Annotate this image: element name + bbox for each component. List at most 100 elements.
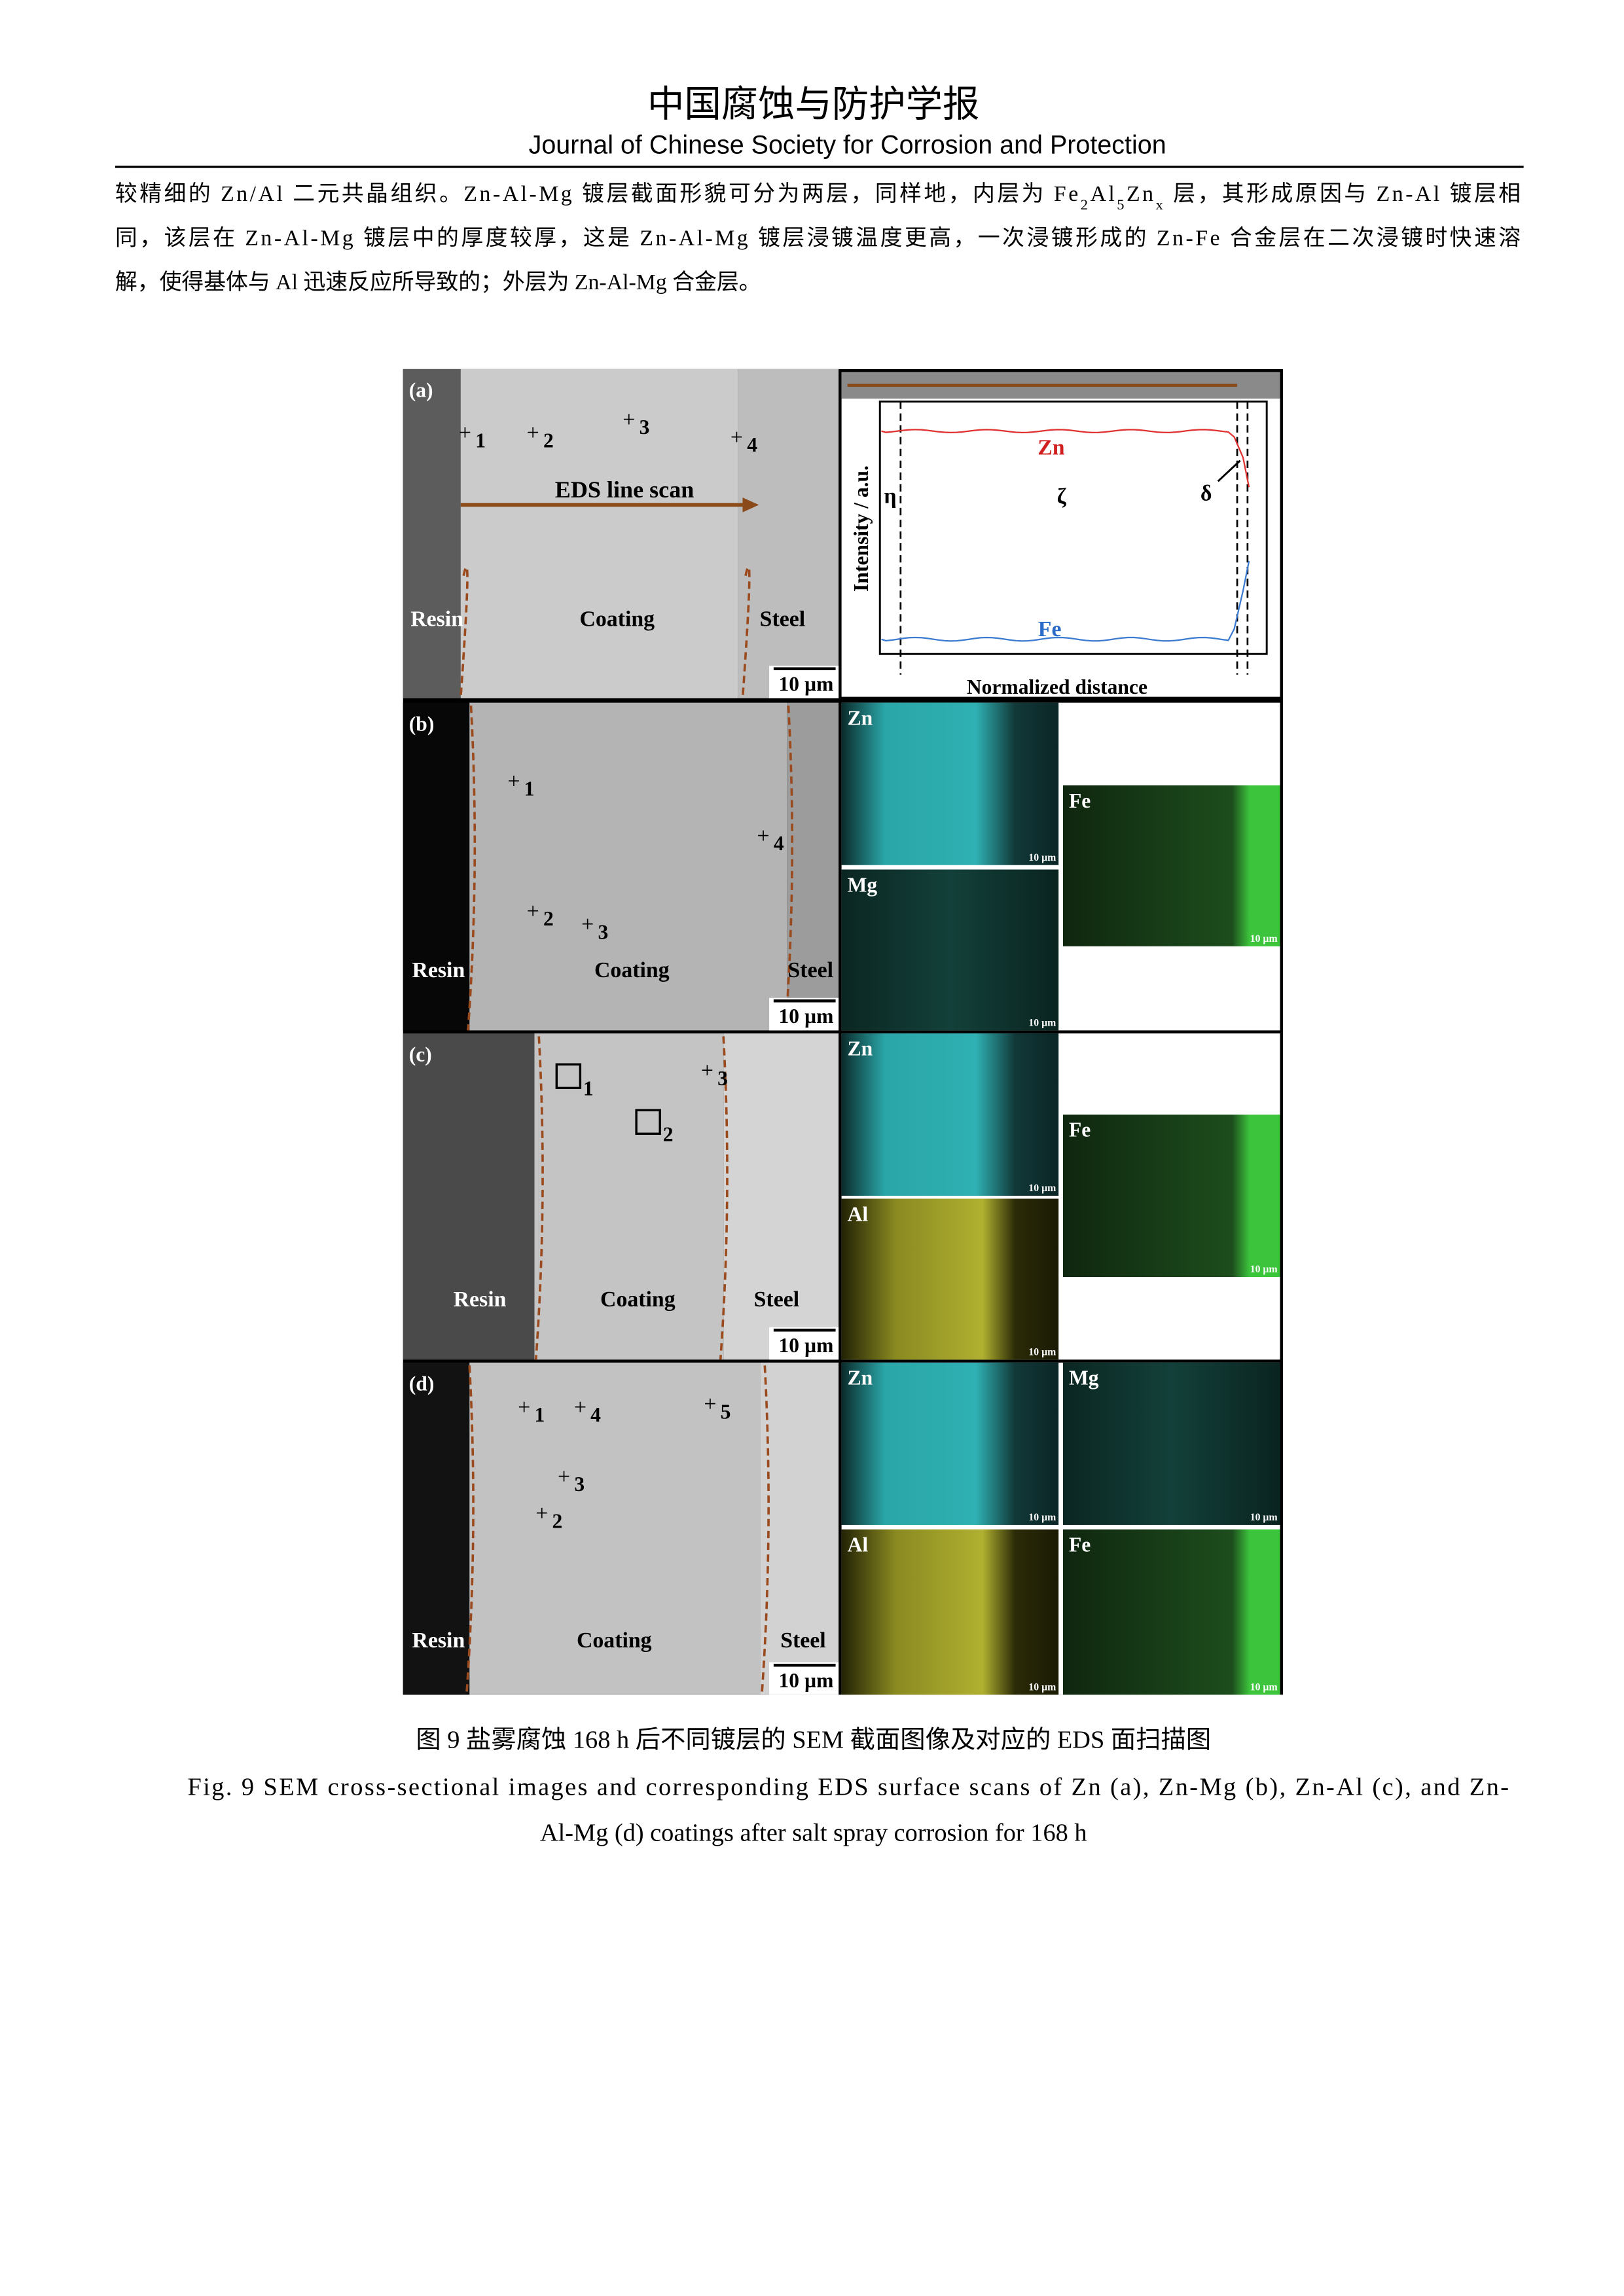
x-axis-label: Normalized distance	[967, 675, 1147, 698]
map-element: Zn	[848, 706, 873, 729]
scale-bar-label: 10 µm	[779, 1005, 834, 1028]
scale-bar-bg	[769, 997, 839, 1031]
point-marker: +	[757, 824, 770, 848]
sem-region	[738, 368, 839, 698]
region-label: Resin	[454, 1287, 507, 1312]
point-label: 1	[524, 778, 535, 800]
point-marker: +	[527, 421, 539, 445]
sem-region	[469, 1362, 761, 1695]
map-element: Fe	[1069, 789, 1091, 812]
eds-map	[841, 1198, 1059, 1360]
region-label: Steel	[780, 1628, 826, 1653]
panel: (c) 1 2 + 3 Resin Coating Steel 10 µm Zn 10 µm Al 10…	[403, 1033, 1280, 1360]
point-marker: +	[581, 912, 594, 937]
region-label: Coating	[600, 1287, 676, 1312]
map-scale-label: 10 µm	[1028, 1183, 1056, 1194]
point-label: 3	[717, 1067, 728, 1090]
region-label: Steel	[754, 1287, 800, 1312]
map-scale-label: 10 µm	[1028, 1347, 1056, 1358]
panel-label: (d)	[409, 1372, 435, 1395]
curve-label: Zn	[1038, 436, 1065, 460]
interface-line	[741, 566, 751, 699]
region-label: Resin	[410, 607, 463, 631]
region-label: Resin	[412, 958, 465, 982]
map-scale-label: 10 µm	[1028, 852, 1056, 863]
text-run: 解，使得基体与 Al 迅速反应所导致的；外层为 Zn-Al-Mg 合金层。	[115, 270, 761, 295]
zone-label: ζ	[1057, 484, 1067, 509]
point-label: 1	[475, 429, 486, 452]
body-line: 同，该层在 Zn-Al-Mg 镀层中的厚度较厚，这是 Zn-Al-Mg 镀层浸镀…	[115, 225, 1521, 250]
panel-label: (b)	[409, 712, 435, 735]
text-run: 同，该层在 Zn-Al-Mg 镀层中的厚度较厚，这是 Zn-Al-Mg 镀层浸镀…	[115, 225, 1521, 250]
text-run: Zn	[1127, 182, 1153, 206]
point-label: 2	[663, 1123, 674, 1146]
subscript: 5	[1117, 196, 1124, 212]
eds-map	[1062, 785, 1280, 946]
scale-bar-label: 10 µm	[779, 1334, 834, 1357]
map-element: Mg	[848, 873, 878, 896]
plot-bg	[841, 372, 1280, 697]
interface-line	[465, 1365, 475, 1695]
interface-line	[761, 1365, 770, 1695]
subscript: 2	[1081, 196, 1088, 212]
zone-label: η	[884, 484, 896, 509]
point-label: 3	[574, 1473, 585, 1496]
panel-label: (c)	[409, 1043, 432, 1066]
caption-cn: 图 9 盐雾腐蚀 168 h 后不同镀层的 SEM 截面图像及对应的 EDS 面…	[416, 1726, 1211, 1754]
sem-region	[403, 1362, 470, 1695]
caption-en-line: Fig. 9 SEM cross-sectional images and co…	[187, 1774, 1509, 1801]
sem-region	[460, 368, 738, 698]
eds-map	[841, 869, 1059, 1031]
zn-profile	[881, 429, 1250, 488]
y-axis-label: Intensity / a.u.	[850, 465, 873, 592]
point-label: 3	[598, 921, 608, 944]
fe-profile	[881, 560, 1250, 642]
panel-label: (a)	[409, 379, 433, 402]
point-marker: +	[535, 1501, 548, 1526]
map-element: Mg	[1069, 1367, 1099, 1390]
zone-label: δ	[1200, 482, 1212, 506]
region-label: Coating	[577, 1628, 652, 1653]
point-label: 1	[583, 1077, 594, 1100]
text-run: 层，其形成原因与 Zn-Al 镀层相	[1165, 181, 1521, 206]
eds-map	[841, 1362, 1059, 1525]
point-label: 3	[640, 416, 650, 439]
text-run: Al	[1090, 182, 1114, 206]
point-marker: +	[574, 1395, 586, 1420]
subscript: x	[1156, 196, 1163, 212]
eds-map	[1062, 1529, 1280, 1695]
scale-bar-label: 10 µm	[779, 673, 834, 696]
region-label: Steel	[760, 607, 806, 631]
interface-line	[719, 1036, 729, 1360]
point-label: 4	[774, 832, 784, 855]
point-label: 1	[534, 1403, 545, 1426]
sem-region	[469, 702, 787, 1031]
body-line: 解，使得基体与 Al 迅速反应所导致的；外层为 Zn-Al-Mg 合金层。	[115, 270, 761, 295]
scale-bar-label: 10 µm	[779, 1669, 834, 1692]
map-scale-label: 10 µm	[1028, 1018, 1056, 1029]
eds-map	[841, 702, 1059, 865]
map-element: Al	[848, 1202, 869, 1225]
sem-region	[403, 702, 470, 1031]
map-scale-label: 10 µm	[1250, 1682, 1278, 1693]
map-scale-label: 10 µm	[1250, 1512, 1278, 1523]
map-scale-label: 10 µm	[1250, 933, 1278, 944]
eds-map	[1062, 1362, 1280, 1525]
map-scale-label: 10 µm	[1250, 1264, 1278, 1275]
plot-frame	[878, 401, 1268, 655]
journal-subtitle: Journal of Chinese Society for Corrosion…	[529, 131, 1166, 160]
point-label: 2	[543, 907, 554, 930]
region-label: Steel	[787, 958, 833, 982]
sem-region	[403, 368, 461, 698]
point-marker: +	[623, 408, 635, 432]
scale-bar-bg	[769, 1327, 839, 1360]
map-element: Fe	[1069, 1534, 1091, 1556]
point-marker: +	[507, 769, 520, 793]
map-element: Zn	[848, 1367, 873, 1390]
region-label: Coating	[579, 607, 655, 631]
